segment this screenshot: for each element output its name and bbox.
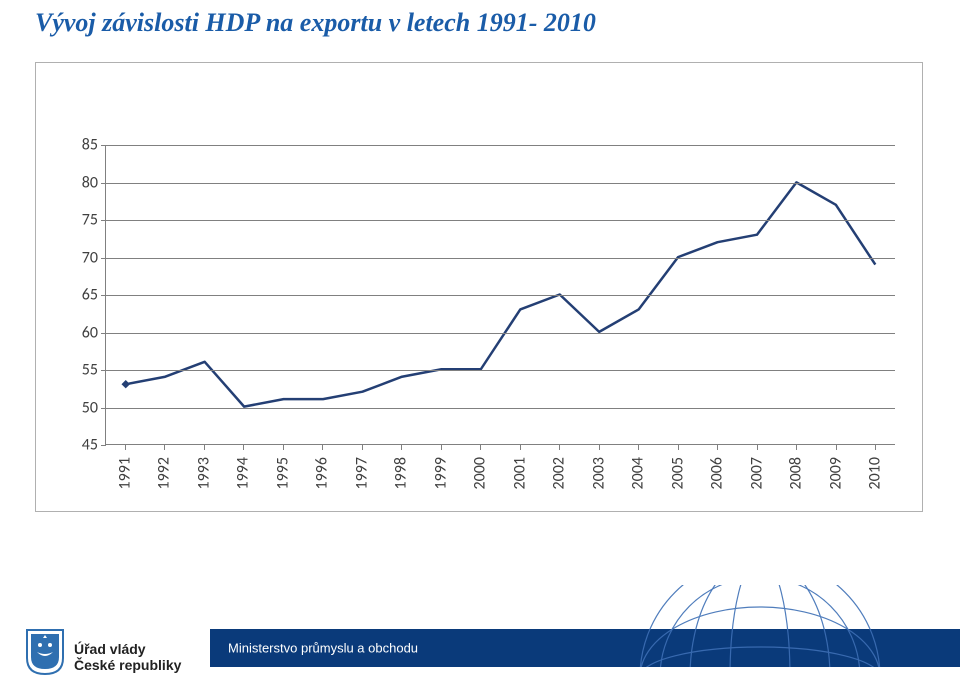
x-tick [401,445,402,450]
grid-line [106,258,895,259]
y-tick [101,145,106,146]
ministry-label: Ministerstvo průmyslu a obchodu [228,641,418,656]
y-tick [101,258,106,259]
y-tick [101,220,106,221]
x-tick-label: 2010 [866,457,885,489]
x-tick [164,445,165,450]
x-tick-label: 1992 [155,457,174,489]
grid-line [106,370,895,371]
x-tick [441,445,442,450]
x-tick [243,445,244,450]
x-tick-label: 2002 [550,457,569,489]
x-tick [204,445,205,450]
grid-line [106,145,895,146]
x-tick [283,445,284,450]
x-tick [599,445,600,450]
grid-line [106,333,895,334]
x-tick-label: 2004 [629,457,648,489]
x-tick-label: 2000 [471,457,490,489]
grid-line [106,408,895,409]
x-tick-label: 2003 [589,457,608,489]
x-tick [836,445,837,450]
office-line1: Úřad vlády [74,641,181,657]
y-tick [101,295,106,296]
x-tick-label: 1993 [194,457,213,489]
x-tick-label: 1997 [352,457,371,489]
page-title: Vývoj závislosti HDP na exportu v letech… [35,8,596,38]
x-tick [362,445,363,450]
office-label: Úřad vlády České republiky [74,641,181,673]
x-tick [796,445,797,450]
x-tick-label: 2007 [747,457,766,489]
x-tick-label: 1995 [273,457,292,489]
x-tick-label: 1994 [234,457,253,489]
x-tick [678,445,679,450]
x-tick [559,445,560,450]
x-tick-label: 2009 [826,457,845,489]
y-tick [101,333,106,334]
x-tick-label: 2005 [668,457,687,489]
x-tick-label: 1996 [313,457,332,489]
title-text: Vývoj závislosti HDP na exportu v letech… [35,8,596,37]
first-point-marker [121,380,129,388]
footer-banner: Ministerstvo průmyslu a obchodu [210,629,960,667]
grid-line [106,295,895,296]
x-tick [757,445,758,450]
office-line2: České republiky [74,657,181,673]
x-tick-label: 2001 [510,457,529,489]
y-tick [101,370,106,371]
globe-decoration [620,585,900,667]
x-tick-label: 1999 [431,457,450,489]
x-axis-labels: 1991 1992 1993 1994 1995 1996 1997 1998 1999 2000… [105,455,895,515]
x-tick-label: 1998 [392,457,411,489]
x-tick-label: 2006 [708,457,727,489]
x-tick [875,445,876,450]
x-tick [480,445,481,450]
grid-line [106,220,895,221]
x-tick [520,445,521,450]
national-emblem-icon [25,628,65,676]
y-tick [101,408,106,409]
x-tick [638,445,639,450]
x-tick-label: 2008 [787,457,806,489]
x-tick [322,445,323,450]
y-tick [101,445,106,446]
x-tick [717,445,718,450]
grid-line [106,183,895,184]
x-tick [125,445,126,450]
x-tick-label: 1991 [115,457,134,489]
plot-area: 455055606570758085 [105,145,895,445]
footer: Ministerstvo průmyslu a obchodu [0,609,960,691]
chart-container: 455055606570758085 199119921993199419951… [35,135,923,545]
y-tick [101,183,106,184]
